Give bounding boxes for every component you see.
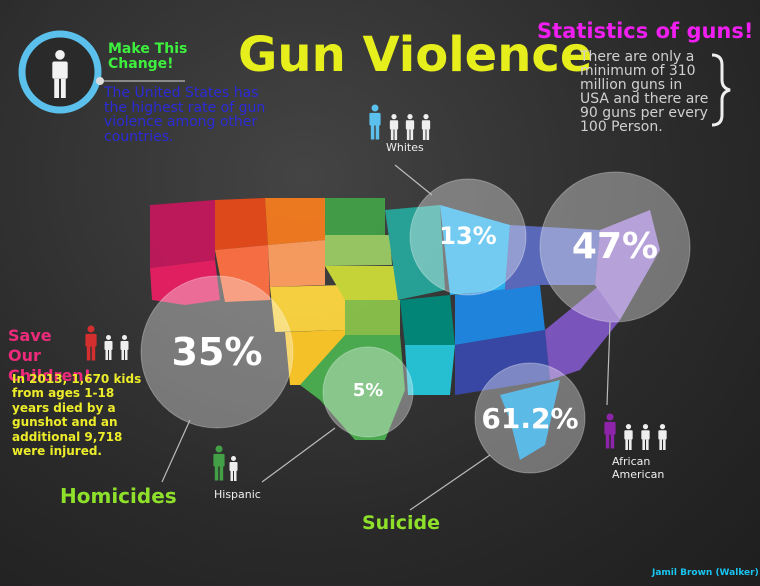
circle-label: 35%	[171, 330, 263, 374]
group-label: African American	[612, 455, 665, 482]
person-icon	[641, 424, 650, 450]
circle-label: 13%	[439, 222, 497, 250]
person-icon	[624, 424, 633, 450]
person-icon	[389, 114, 399, 140]
circle-label: 61.2%	[481, 402, 579, 435]
connector	[394, 164, 433, 196]
person-icon	[604, 413, 616, 449]
stats-text: There are only a minimum of 310 million …	[580, 49, 709, 135]
cta-text: The United States has the highest rate o…	[104, 85, 266, 146]
person-icon	[229, 456, 238, 481]
connector	[261, 427, 336, 483]
credit: Jamil Brown (Walker)	[652, 568, 759, 578]
group-label: Whites	[386, 141, 424, 154]
dot	[96, 77, 104, 85]
circle-label: 47%	[571, 226, 659, 267]
circle	[409, 178, 527, 296]
person-icon	[405, 114, 415, 140]
person-icon	[421, 114, 431, 140]
connector	[161, 419, 191, 483]
person-icon	[213, 445, 225, 481]
circle	[474, 362, 586, 474]
connector	[606, 321, 611, 406]
cta-heading: Make This Change!	[108, 41, 188, 72]
us-map	[150, 198, 660, 460]
title: Gun Violence	[238, 27, 593, 83]
category-label: Homicides	[60, 484, 177, 508]
circle-label: 5%	[352, 380, 384, 401]
circle	[539, 171, 691, 323]
stats-heading: Statistics of guns!	[537, 19, 754, 43]
category-label: Suicide	[362, 512, 440, 534]
circle	[322, 346, 414, 438]
children-heading: Save Our Children!	[8, 326, 91, 385]
group-label: Hispanic	[214, 488, 261, 501]
person-icon	[369, 104, 381, 140]
connector	[409, 454, 491, 511]
person-icon	[120, 335, 129, 360]
brace	[711, 53, 731, 127]
circle	[140, 275, 294, 429]
children-text: In 2013, 1,670 kids from ages 1-18 years…	[12, 372, 142, 458]
person-icon	[658, 424, 667, 450]
person-icon	[104, 335, 113, 360]
